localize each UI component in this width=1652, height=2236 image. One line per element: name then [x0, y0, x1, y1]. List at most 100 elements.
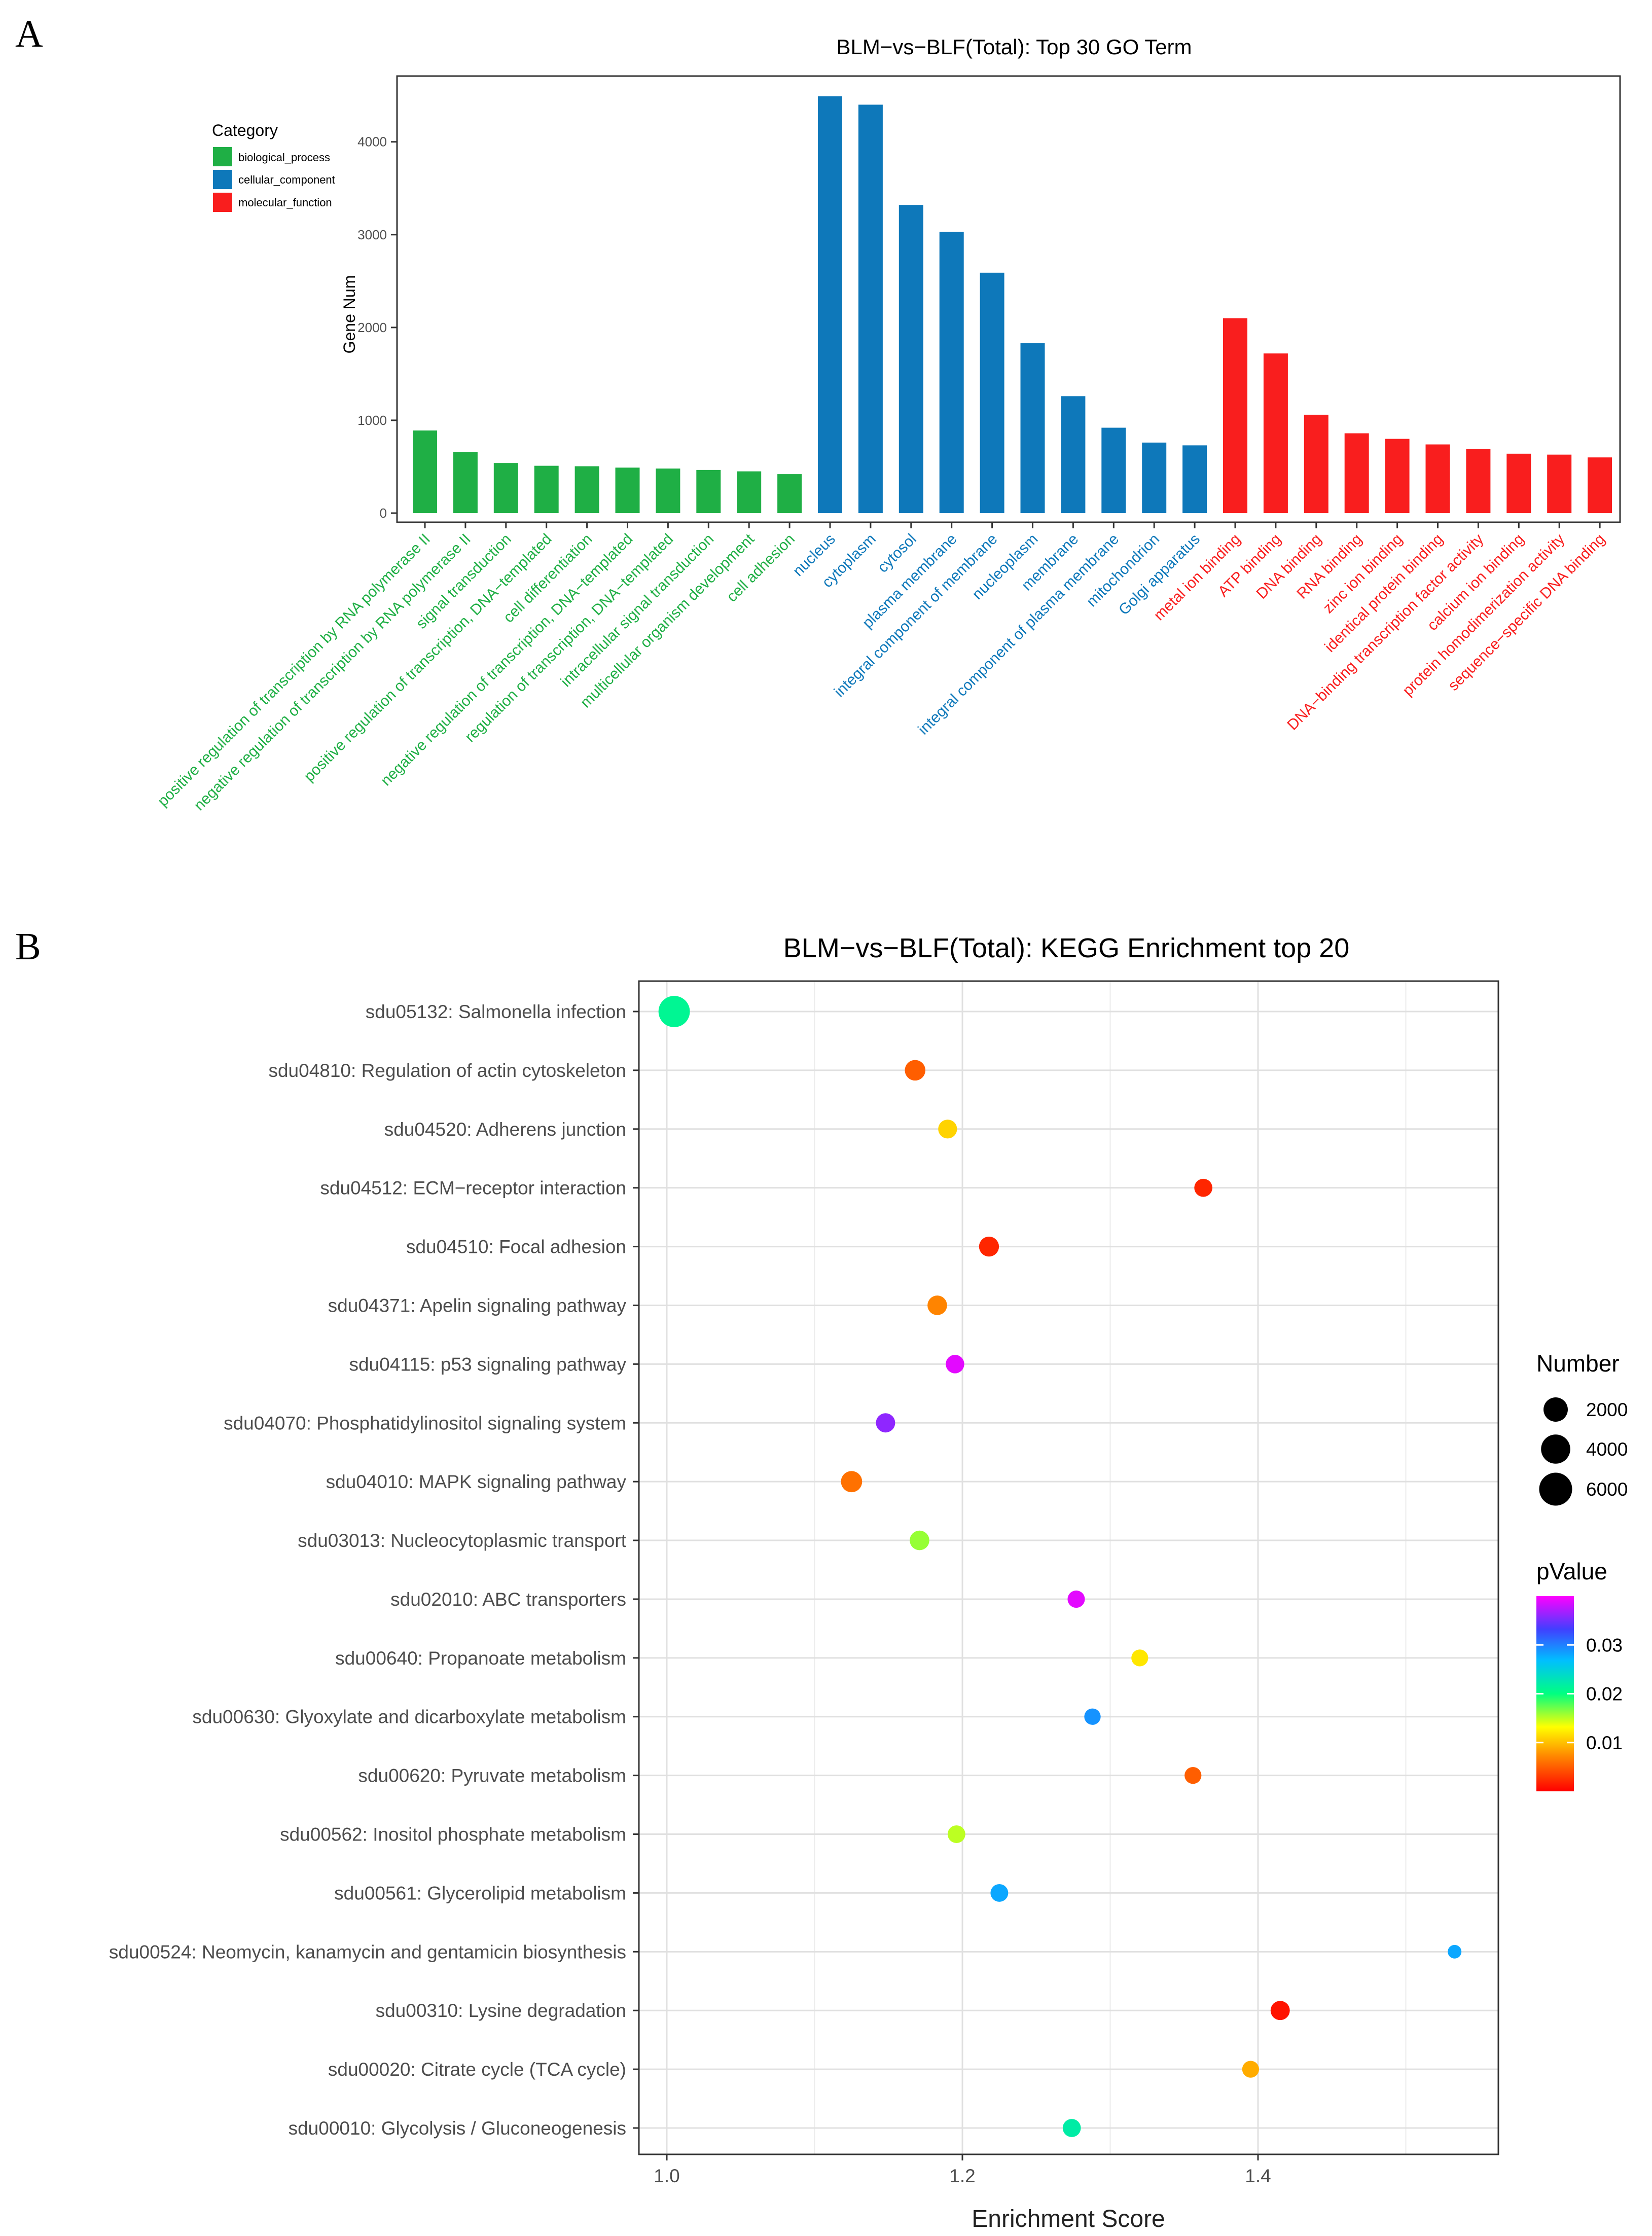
panel-label-a: A — [15, 13, 43, 55]
go-y-tick-label: 4000 — [357, 134, 387, 150]
go-y-tick-label: 1000 — [357, 413, 387, 428]
kegg-point — [1062, 2119, 1081, 2137]
kegg-point — [938, 1120, 957, 1139]
go-y-axis-title: Gene Num — [340, 275, 358, 354]
go-legend-swatch-cc — [213, 170, 232, 189]
kegg-y-tick-label: sdu03013: Nucleocytoplasmic transport — [298, 1530, 627, 1551]
kegg-point — [876, 1413, 895, 1433]
size-legend-circle — [1541, 1434, 1570, 1464]
kegg-y-tick-label: sdu04371: Apelin signaling pathway — [328, 1295, 627, 1316]
go-bar — [1142, 442, 1167, 513]
kegg-y-tick-label: sdu05132: Salmonella infection — [366, 1001, 626, 1022]
kegg-size-legend-title: Number — [1536, 1350, 1620, 1377]
kegg-y-tick-label: sdu00620: Pyruvate metabolism — [358, 1765, 626, 1786]
kegg-y-tick-label: sdu04810: Regulation of actin cytoskelet… — [268, 1060, 626, 1081]
colorbar-tick-label: 0.01 — [1586, 1733, 1623, 1753]
kegg-point — [927, 1295, 947, 1315]
kegg-point — [841, 1471, 863, 1493]
kegg-y-tick-label: sdu00561: Glycerolipid metabolism — [334, 1883, 626, 1903]
kegg-x-tick-label: 1.0 — [654, 2166, 679, 2186]
kegg-point — [905, 1060, 926, 1081]
colorbar-tick-label: 0.03 — [1586, 1635, 1623, 1655]
go-bar — [899, 205, 923, 513]
size-legend-label: 2000 — [1586, 1399, 1628, 1420]
go-bar — [777, 474, 802, 513]
kegg-point — [1270, 2001, 1290, 2021]
go-y-tick-label: 0 — [380, 506, 387, 521]
go-bar — [1020, 343, 1045, 513]
go-legend-swatch-bp — [213, 147, 232, 166]
go-bar — [1466, 449, 1491, 513]
kegg-x-tick-label: 1.4 — [1245, 2166, 1271, 2186]
go-bar — [493, 463, 518, 513]
kegg-point — [946, 1355, 964, 1374]
kegg-y-tick-label: sdu04512: ECM−receptor interaction — [320, 1178, 626, 1199]
kegg-point — [1084, 1708, 1101, 1725]
kegg-chart-title: BLM−vs−BLF(Total): KEGG Enrichment top 2… — [783, 933, 1349, 963]
go-bar — [1223, 318, 1247, 513]
kegg-point — [1242, 2061, 1260, 2078]
go-bar — [656, 468, 680, 513]
kegg-point — [990, 1884, 1009, 1902]
go-y-tick-label: 3000 — [357, 227, 387, 242]
go-x-tick-label: mitochondrion — [1084, 531, 1163, 610]
size-legend-items: 2000 4000 6000 — [1539, 1397, 1628, 1506]
go-bar — [980, 272, 1004, 513]
kegg-y-tick-label: sdu00524: Neomycin, kanamycin and gentam… — [109, 1941, 626, 1962]
kegg-y-tick-label: sdu02010: ABC transporters — [390, 1589, 626, 1610]
go-bar — [453, 452, 478, 513]
kegg-grid — [639, 981, 1498, 2154]
go-bar — [1385, 439, 1410, 513]
kegg-point — [1184, 1767, 1202, 1784]
go-bar — [1547, 454, 1572, 513]
go-bar — [615, 467, 640, 513]
go-legend: Category biological_process cellular_com… — [212, 121, 335, 212]
go-x-tick-label: negative regulation of transcription by … — [191, 531, 474, 814]
kegg-y-tick-label: sdu04010: MAPK signaling pathway — [326, 1471, 627, 1492]
kegg-point — [947, 1825, 965, 1843]
go-bar — [1588, 457, 1612, 513]
kegg-y-tick-label: sdu00562: Inositol phosphate metabolism — [280, 1824, 626, 1845]
kegg-color-legend-title: pValue — [1536, 1558, 1607, 1584]
kegg-point — [658, 996, 690, 1027]
go-bar — [1101, 427, 1126, 513]
go-bar — [574, 466, 599, 513]
kegg-point — [910, 1530, 929, 1550]
kegg-y-tick-label: sdu04070: Phosphatidylinositol signaling… — [224, 1413, 626, 1433]
kegg-point — [1194, 1178, 1212, 1197]
kegg-x-axis: 1.0 1.2 1.4 — [654, 2154, 1271, 2186]
kegg-y-tick-label: sdu00640: Propanoate metabolism — [335, 1648, 626, 1669]
kegg-y-tick-label: sdu04510: Focal adhesion — [406, 1237, 626, 1257]
kegg-y-tick-label: sdu04520: Adherens junction — [384, 1119, 626, 1140]
kegg-y-tick-label: sdu04115: p53 signaling pathway — [349, 1354, 626, 1375]
kegg-size-legend: Number 2000 4000 6000 — [1536, 1350, 1628, 1506]
kegg-plot-panel — [639, 981, 1498, 2154]
go-bar — [858, 104, 883, 513]
go-bar — [1344, 433, 1369, 513]
colorbar-tick-label: 0.02 — [1586, 1684, 1623, 1705]
go-legend-label-bp: biological_process — [238, 151, 330, 164]
go-bar — [1506, 453, 1531, 513]
size-legend-label: 6000 — [1586, 1479, 1628, 1500]
size-legend-circle — [1539, 1472, 1572, 1506]
go-bar — [1263, 353, 1288, 513]
kegg-color-legend: pValue 0.01 0.02 0.03 — [1536, 1558, 1623, 1791]
go-plot-panel — [396, 75, 1621, 523]
size-legend-label: 4000 — [1586, 1439, 1628, 1460]
kegg-y-tick-label: sdu00630: Glyoxylate and dicarboxylate m… — [192, 1707, 626, 1727]
kegg-x-tick-label: 1.2 — [949, 2166, 975, 2186]
size-legend-circle — [1543, 1397, 1568, 1422]
go-bar — [818, 96, 842, 513]
color-legend-ticks: 0.01 0.02 0.03 — [1536, 1635, 1623, 1753]
go-y-tick-label: 2000 — [357, 320, 387, 335]
kegg-x-axis-title: Enrichment Score — [972, 2206, 1165, 2232]
go-y-axis: 0 1000 2000 3000 4000 — [357, 134, 397, 521]
go-legend-label-mf: molecular_function — [238, 196, 332, 209]
kegg-point — [1131, 1649, 1148, 1667]
go-legend-title: Category — [212, 121, 278, 139]
kegg-y-tick-label: sdu00310: Lysine degradation — [376, 2000, 626, 2021]
go-bar — [413, 430, 437, 513]
go-bar — [696, 470, 721, 513]
kegg-y-tick-label: sdu00020: Citrate cycle (TCA cycle) — [328, 2059, 626, 2080]
